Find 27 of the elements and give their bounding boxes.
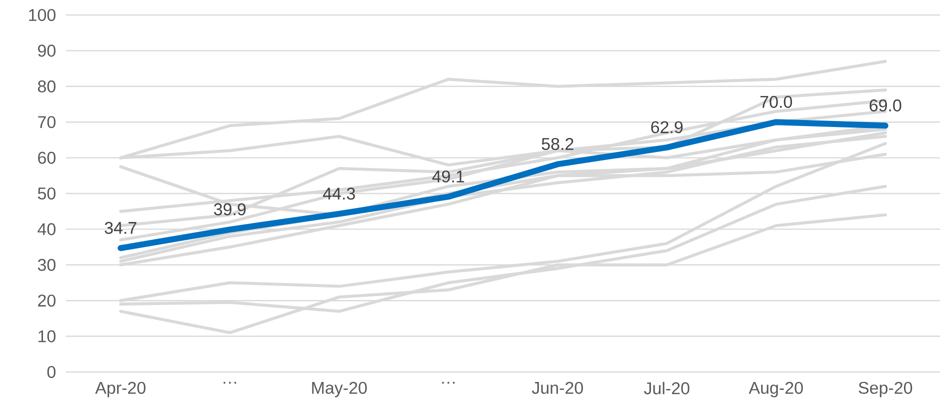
y-tick-label: 0: [47, 366, 56, 378]
x-tick-label: Apr-20: [95, 382, 146, 398]
data-label: 49.1: [432, 170, 464, 183]
data-label: 69.0: [870, 99, 902, 112]
y-tick-label: 10: [38, 330, 56, 342]
y-tick-label: 70: [38, 116, 56, 128]
y-tick-label: 40: [38, 223, 56, 236]
y-tick-label: 60: [38, 152, 56, 164]
x-tick-label: Jul-20: [644, 382, 690, 394]
x-tick-label: …: [442, 382, 455, 384]
x-tick-label: Sep-20: [858, 382, 912, 398]
y-tick-label: 100: [29, 8, 56, 22]
data-label: 34.7: [104, 222, 136, 234]
y-tick-label: 90: [38, 44, 56, 57]
x-tick-label: …: [224, 382, 236, 384]
y-tick-label: 30: [38, 258, 56, 271]
x-tick-label: May-20: [312, 382, 367, 398]
y-tick-label: 20: [38, 294, 56, 307]
x-tick-label: Jun-20: [532, 382, 583, 394]
data-label: 39.9: [214, 203, 246, 216]
y-tick-label: 80: [38, 80, 56, 92]
y-tick-label: 50: [38, 187, 56, 200]
x-tick-label: Aug-20: [748, 382, 803, 398]
data-label: 58.2: [542, 138, 574, 150]
data-label: 62.9: [651, 121, 683, 134]
data-label: 44.3: [322, 188, 355, 200]
data-label: 70.0: [760, 96, 792, 108]
